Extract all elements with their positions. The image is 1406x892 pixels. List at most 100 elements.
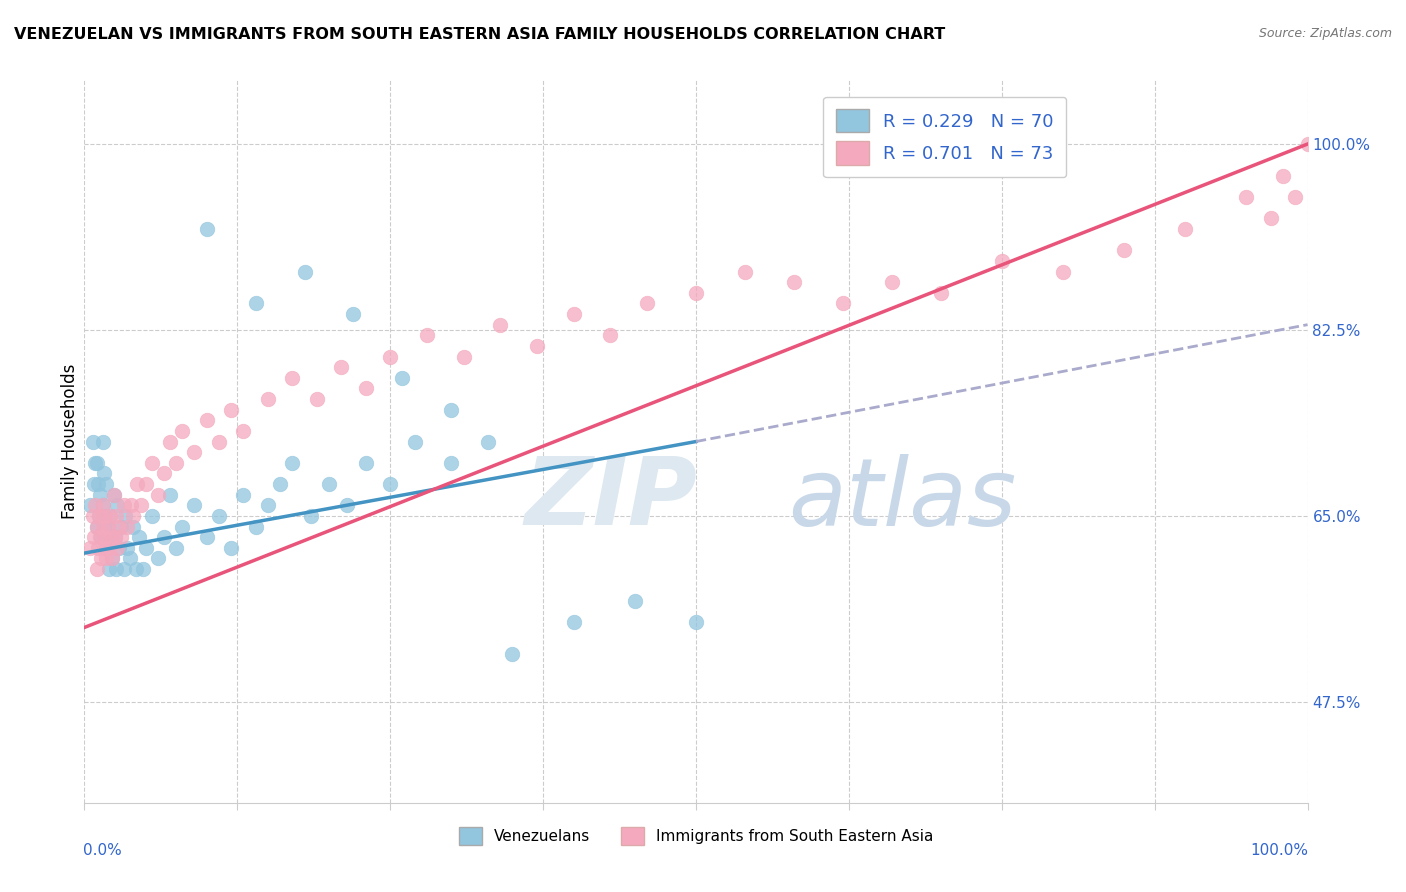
Point [105,508,128,523]
Point [141,508,163,523]
Point [245,519,267,533]
Point [195,413,218,427]
Point [114,508,136,523]
Point [105,562,128,576]
Point [83,530,105,544]
Point [183,445,205,459]
Point [83,477,105,491]
Point [159,488,181,502]
Point [1052,264,1074,278]
Text: ZIP: ZIP [524,453,697,545]
Point [96,541,118,555]
Point [86,562,108,576]
Point [135,541,157,555]
Point [90,530,112,544]
Point [82,434,104,449]
Point [380,477,402,491]
Point [84,498,107,512]
Point [93,467,115,481]
Point [107,541,129,555]
Point [165,541,187,555]
Point [96,477,118,491]
Point [318,477,340,491]
Point [96,551,118,566]
Point [783,275,806,289]
Point [330,360,353,375]
Point [94,530,117,544]
Point [1296,136,1319,151]
Point [257,392,280,406]
Point [97,541,120,555]
Point [440,456,463,470]
Point [219,402,242,417]
Point [183,498,205,512]
Point [208,434,231,449]
Point [281,456,304,470]
Point [112,562,135,576]
Text: atlas: atlas [787,454,1017,545]
Text: 100.0%: 100.0% [1251,843,1309,857]
Point [502,647,524,661]
Point [79,541,101,555]
Point [1114,244,1136,258]
Point [1284,190,1306,204]
Point [141,456,163,470]
Point [1236,190,1258,204]
Point [98,508,121,523]
Point [125,562,148,576]
Point [146,551,169,566]
Point [105,541,128,555]
Point [354,381,377,395]
Point [172,519,194,533]
Point [135,477,157,491]
Point [132,562,155,576]
Point [120,498,142,512]
Point [122,519,145,533]
Point [232,424,254,438]
Point [880,275,903,289]
Point [100,530,122,544]
Point [342,307,364,321]
Point [734,264,756,278]
Point [685,615,707,630]
Point [90,551,112,566]
Point [107,519,129,533]
Point [195,530,218,544]
Point [104,530,127,544]
Point [115,519,138,533]
Point [128,530,150,544]
Point [91,519,114,533]
Point [354,456,377,470]
Point [84,456,107,470]
Point [97,519,120,533]
Point [97,562,120,576]
Point [103,488,125,502]
Point [294,264,316,278]
Point [91,434,114,449]
Point [86,519,108,533]
Point [153,467,176,481]
Point [101,551,124,566]
Point [89,530,111,544]
Point [299,508,322,523]
Point [1272,169,1295,183]
Point [440,402,463,417]
Point [125,477,148,491]
Point [257,498,280,512]
Point [599,328,621,343]
Point [122,508,145,523]
Point [129,498,152,512]
Point [1260,211,1282,226]
Point [526,339,548,353]
Legend: Venezuelans, Immigrants from South Eastern Asia: Venezuelans, Immigrants from South Easte… [451,819,941,853]
Text: 0.0%: 0.0% [83,843,122,857]
Point [79,498,101,512]
Point [489,318,512,332]
Point [404,434,426,449]
Point [281,371,304,385]
Point [195,222,218,236]
Point [87,508,110,523]
Point [93,519,115,533]
Point [91,498,114,512]
Point [416,328,439,343]
